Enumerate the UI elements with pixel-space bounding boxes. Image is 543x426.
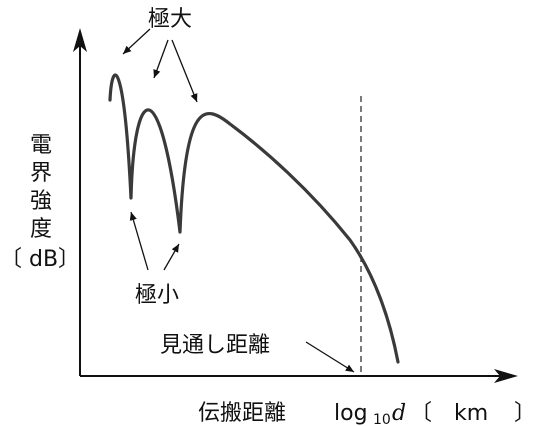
x-axis-log: log: [334, 401, 368, 426]
maxima-arrow-2: [153, 39, 169, 79]
x-axis-unit-open: 〔: [410, 401, 432, 426]
minima-label: 極小: [135, 283, 179, 308]
los-distance-label: 見通し距離: [160, 333, 270, 358]
maxima-arrow-3: [171, 39, 198, 103]
y-axis-label-char-4: 度: [30, 217, 52, 242]
y-axis-label-char-2: 界: [30, 161, 52, 186]
x-axis-arrowhead: [494, 369, 518, 383]
maxima-label: 極大: [148, 7, 192, 32]
los-arrow: [305, 341, 355, 373]
x-axis-unit: km: [454, 401, 488, 426]
y-axis-unit-label: 〔 dB〕: [0, 247, 80, 272]
maxima-arrow-1: [122, 28, 151, 55]
y-axis-label-char-3: 強: [30, 189, 52, 214]
y-axis-arrowhead: [73, 28, 87, 52]
x-axis-variable: d: [392, 401, 406, 426]
minima-arrow-2: [163, 243, 180, 271]
x-axis-subscript: 10: [373, 412, 391, 426]
x-axis-unit-close: 〕: [514, 401, 536, 426]
x-axis-title: 伝搬距離: [198, 401, 286, 426]
minima-arrow-1: [129, 211, 149, 271]
y-axis-label-char-1: 電: [30, 133, 52, 158]
field-strength-curve: [108, 73, 400, 364]
